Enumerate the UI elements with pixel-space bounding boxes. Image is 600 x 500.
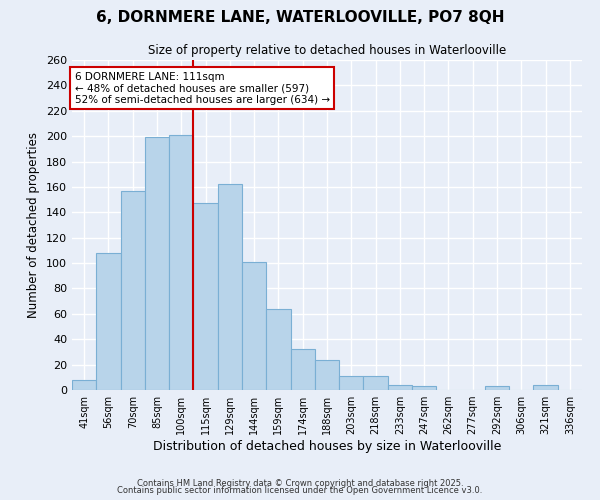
Title: Size of property relative to detached houses in Waterlooville: Size of property relative to detached ho…	[148, 44, 506, 58]
Bar	[364, 376, 388, 390]
Bar	[266, 309, 290, 390]
Bar	[169, 135, 193, 390]
Bar	[290, 350, 315, 390]
Y-axis label: Number of detached properties: Number of detached properties	[28, 132, 40, 318]
Bar	[145, 138, 169, 390]
Bar	[218, 184, 242, 390]
Bar	[193, 204, 218, 390]
Bar	[533, 385, 558, 390]
Bar	[121, 190, 145, 390]
Text: Contains public sector information licensed under the Open Government Licence v3: Contains public sector information licen…	[118, 486, 482, 495]
Text: Contains HM Land Registry data © Crown copyright and database right 2025.: Contains HM Land Registry data © Crown c…	[137, 478, 463, 488]
Bar	[242, 262, 266, 390]
Bar	[96, 253, 121, 390]
Bar	[412, 386, 436, 390]
Bar	[339, 376, 364, 390]
Bar	[388, 385, 412, 390]
X-axis label: Distribution of detached houses by size in Waterlooville: Distribution of detached houses by size …	[153, 440, 501, 453]
Text: 6 DORNMERE LANE: 111sqm
← 48% of detached houses are smaller (597)
52% of semi-d: 6 DORNMERE LANE: 111sqm ← 48% of detache…	[74, 72, 329, 105]
Bar	[72, 380, 96, 390]
Bar	[485, 386, 509, 390]
Text: 6, DORNMERE LANE, WATERLOOVILLE, PO7 8QH: 6, DORNMERE LANE, WATERLOOVILLE, PO7 8QH	[96, 10, 504, 25]
Bar	[315, 360, 339, 390]
